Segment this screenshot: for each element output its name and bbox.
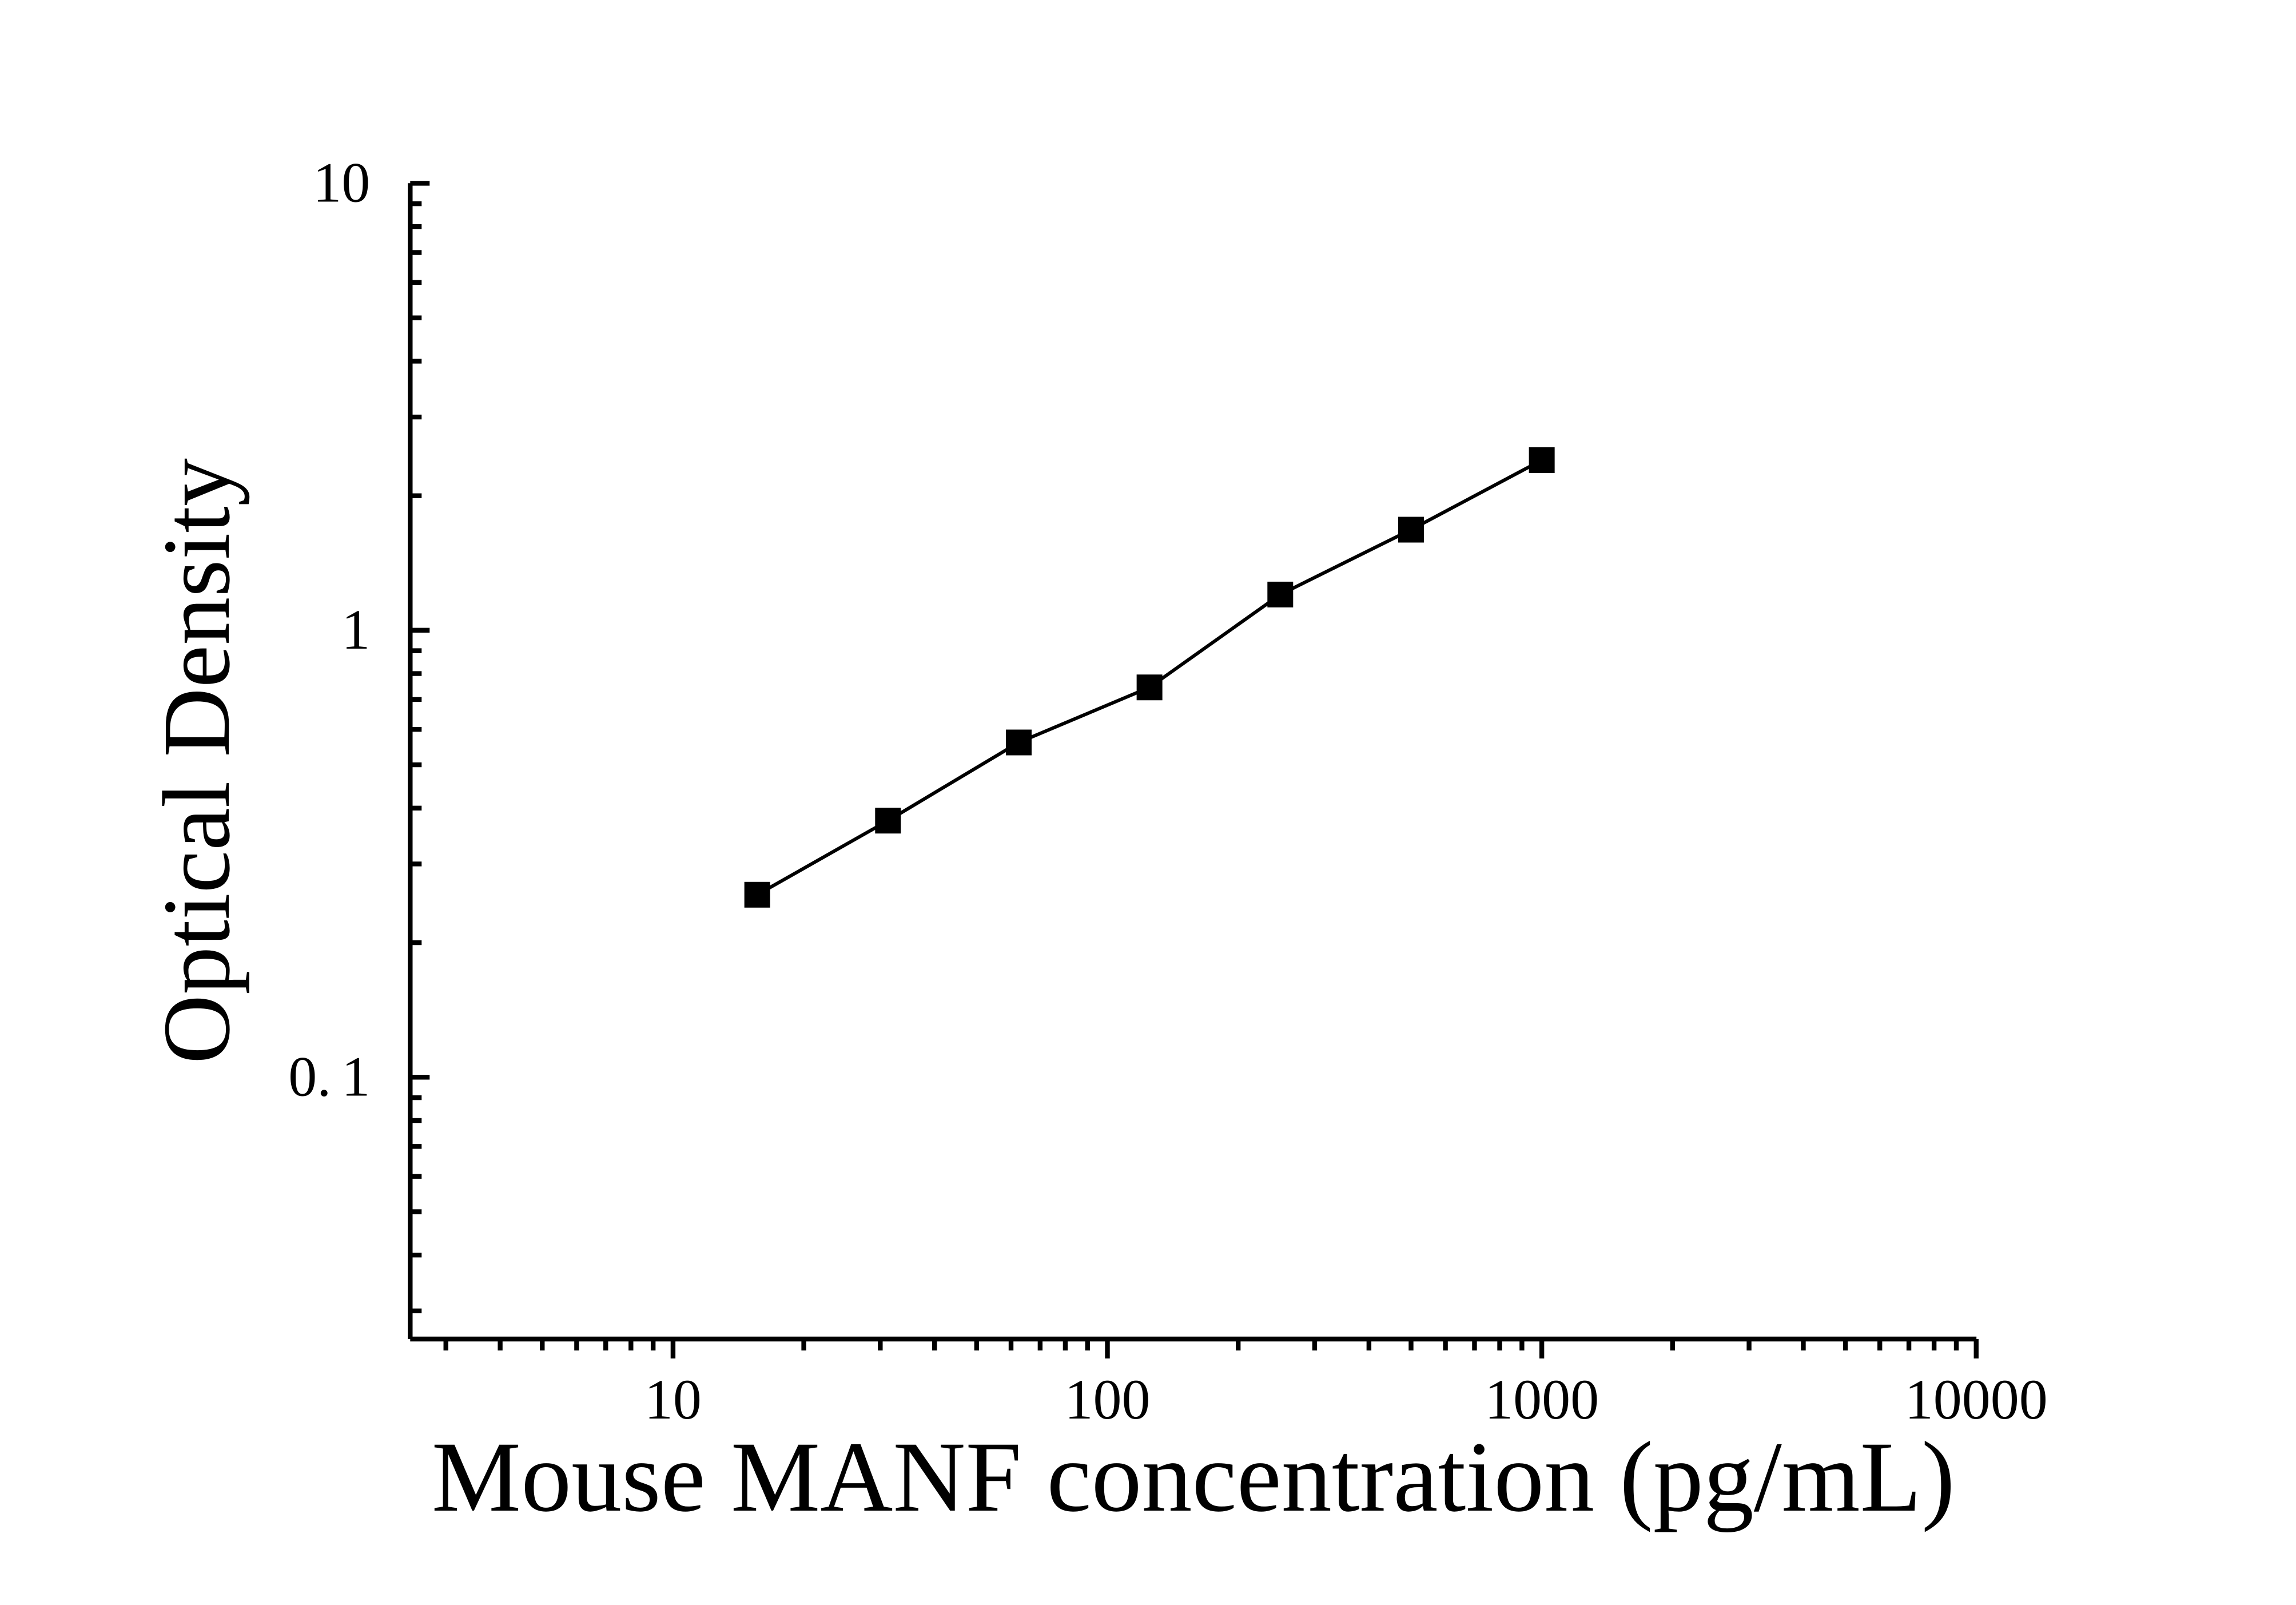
svg-text:1: 1 xyxy=(341,598,370,661)
svg-text:Optical Density: Optical Density xyxy=(144,458,250,1064)
svg-text:10: 10 xyxy=(313,150,370,214)
svg-text:0.1: 0. 1 xyxy=(288,1044,370,1108)
svg-text:Mouse MANF concentration (pg/m: Mouse MANF concentration (pg/mL) xyxy=(432,1421,1955,1533)
